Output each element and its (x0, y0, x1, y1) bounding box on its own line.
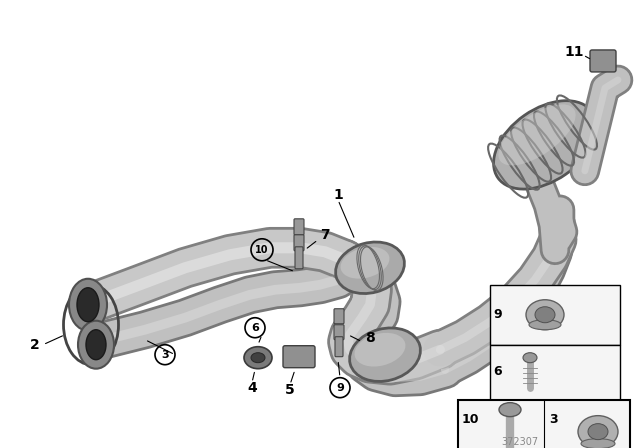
FancyBboxPatch shape (335, 337, 343, 357)
Text: 6: 6 (493, 365, 502, 378)
FancyBboxPatch shape (294, 235, 304, 251)
Text: 8: 8 (365, 331, 375, 345)
Ellipse shape (86, 330, 106, 360)
Text: 10: 10 (255, 245, 269, 255)
Ellipse shape (535, 307, 555, 323)
Text: 9: 9 (336, 383, 344, 392)
Ellipse shape (69, 279, 107, 331)
Text: 4: 4 (247, 381, 257, 395)
Ellipse shape (578, 416, 618, 448)
Ellipse shape (493, 101, 596, 189)
Text: 1: 1 (333, 188, 343, 202)
Ellipse shape (335, 242, 404, 293)
Ellipse shape (581, 439, 615, 448)
Ellipse shape (526, 300, 564, 330)
Bar (490, 285, 620, 345)
FancyBboxPatch shape (295, 247, 303, 269)
Ellipse shape (340, 247, 390, 279)
Ellipse shape (529, 320, 561, 330)
Text: 11: 11 (564, 45, 584, 59)
Text: 3: 3 (161, 350, 169, 360)
FancyBboxPatch shape (334, 325, 344, 340)
Bar (490, 345, 620, 400)
Ellipse shape (251, 353, 265, 363)
Text: 372307: 372307 (501, 437, 539, 447)
Text: 7: 7 (320, 228, 330, 242)
Ellipse shape (588, 424, 608, 439)
Text: 9: 9 (493, 308, 502, 321)
FancyBboxPatch shape (334, 309, 344, 324)
Text: 2: 2 (30, 338, 40, 352)
Ellipse shape (499, 104, 575, 165)
Bar (458, 400, 630, 448)
FancyBboxPatch shape (294, 219, 304, 235)
Ellipse shape (244, 347, 272, 369)
FancyBboxPatch shape (590, 50, 616, 72)
Text: 3: 3 (548, 413, 557, 426)
Text: 10: 10 (461, 413, 479, 426)
Ellipse shape (78, 321, 114, 369)
Text: 6: 6 (251, 323, 259, 333)
Ellipse shape (349, 328, 420, 381)
Ellipse shape (77, 288, 99, 322)
FancyBboxPatch shape (283, 346, 315, 368)
Ellipse shape (499, 403, 521, 417)
Text: 5: 5 (285, 383, 295, 396)
Ellipse shape (523, 353, 537, 363)
Ellipse shape (355, 333, 406, 366)
